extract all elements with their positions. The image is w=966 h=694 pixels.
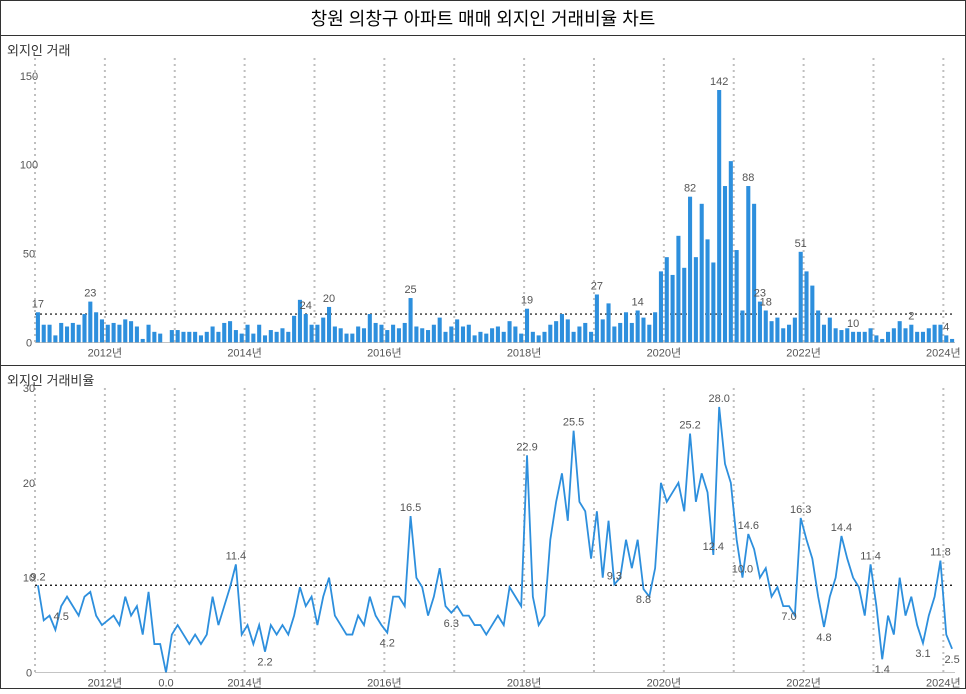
svg-text:2024년: 2024년 (926, 676, 961, 689)
svg-text:2.5: 2.5 (944, 653, 959, 665)
svg-text:2014년: 2014년 (227, 347, 262, 360)
svg-text:14: 14 (632, 296, 644, 308)
svg-text:11.8: 11.8 (930, 546, 951, 558)
svg-text:50: 50 (23, 249, 35, 261)
svg-text:7.0: 7.0 (781, 611, 796, 623)
chart-container: 창원 의창구 아파트 매매 외지인 거래비율 차트 외지인 거래 1723242… (0, 0, 966, 689)
svg-text:23: 23 (84, 288, 96, 300)
svg-text:20: 20 (23, 477, 35, 489)
svg-text:2012년: 2012년 (88, 676, 123, 689)
svg-text:100: 100 (20, 160, 38, 172)
svg-text:19: 19 (521, 295, 533, 307)
svg-text:1.4: 1.4 (875, 664, 890, 676)
svg-text:2: 2 (908, 311, 914, 323)
svg-text:2014년: 2014년 (227, 676, 262, 689)
svg-text:2022년: 2022년 (786, 347, 821, 360)
svg-text:150: 150 (20, 71, 38, 83)
svg-text:9.3: 9.3 (607, 570, 622, 582)
svg-text:17: 17 (32, 298, 44, 310)
bottom-panel-label: 외지인 거래비율 (7, 370, 94, 389)
svg-text:24: 24 (300, 300, 312, 312)
svg-text:4.2: 4.2 (380, 637, 395, 649)
svg-text:4: 4 (943, 321, 949, 333)
svg-text:2.2: 2.2 (257, 656, 272, 668)
svg-text:12.4: 12.4 (703, 540, 724, 552)
svg-text:0: 0 (26, 667, 32, 679)
svg-text:2022년: 2022년 (786, 676, 821, 689)
svg-text:27: 27 (591, 280, 603, 292)
svg-text:10.0: 10.0 (732, 563, 753, 575)
svg-text:142: 142 (710, 76, 728, 88)
svg-text:14.6: 14.6 (738, 520, 759, 532)
svg-text:16.3: 16.3 (790, 503, 811, 515)
svg-text:4.5: 4.5 (54, 611, 69, 623)
svg-text:2018년: 2018년 (507, 676, 542, 689)
bottom-panel: 외지인 거래비율 9.24.50.011.42.24.216.56.322.92… (1, 366, 965, 694)
svg-text:18: 18 (760, 296, 772, 308)
svg-text:14.4: 14.4 (831, 521, 852, 533)
svg-text:2020년: 2020년 (647, 347, 682, 360)
svg-text:10: 10 (23, 572, 35, 584)
svg-text:2018년: 2018년 (507, 347, 542, 360)
bar-chart-svg: 1723242025192714821428823185110240501001… (1, 36, 965, 365)
svg-text:51: 51 (795, 238, 807, 250)
svg-text:0.0: 0.0 (158, 677, 173, 689)
svg-text:2016년: 2016년 (367, 676, 402, 689)
svg-text:20: 20 (323, 293, 335, 305)
svg-text:0: 0 (26, 338, 32, 350)
svg-text:3.1: 3.1 (915, 648, 930, 660)
svg-text:25: 25 (404, 284, 416, 296)
svg-text:8.8: 8.8 (636, 594, 651, 606)
svg-text:22.9: 22.9 (516, 441, 537, 453)
svg-text:28.0: 28.0 (708, 392, 729, 404)
svg-text:10: 10 (847, 318, 859, 330)
top-panel-label: 외지인 거래 (7, 40, 70, 59)
svg-text:16.5: 16.5 (400, 502, 421, 514)
svg-text:2024년: 2024년 (926, 347, 961, 360)
svg-text:2020년: 2020년 (647, 676, 682, 689)
svg-text:25.5: 25.5 (563, 416, 584, 428)
svg-text:4.8: 4.8 (816, 631, 831, 643)
svg-text:82: 82 (684, 183, 696, 195)
svg-text:11.4: 11.4 (860, 550, 881, 562)
top-panel: 외지인 거래 172324202519271482142882318511024… (1, 36, 965, 366)
chart-title: 창원 의창구 아파트 매매 외지인 거래비율 차트 (1, 1, 965, 36)
svg-text:2012년: 2012년 (88, 347, 123, 360)
svg-text:6.3: 6.3 (444, 617, 459, 629)
svg-text:2016년: 2016년 (367, 347, 402, 360)
svg-text:88: 88 (742, 172, 754, 184)
line-chart-svg: 9.24.50.011.42.24.216.56.322.925.59.38.8… (1, 366, 965, 694)
svg-text:25.2: 25.2 (679, 419, 700, 431)
svg-text:11.4: 11.4 (226, 550, 247, 562)
